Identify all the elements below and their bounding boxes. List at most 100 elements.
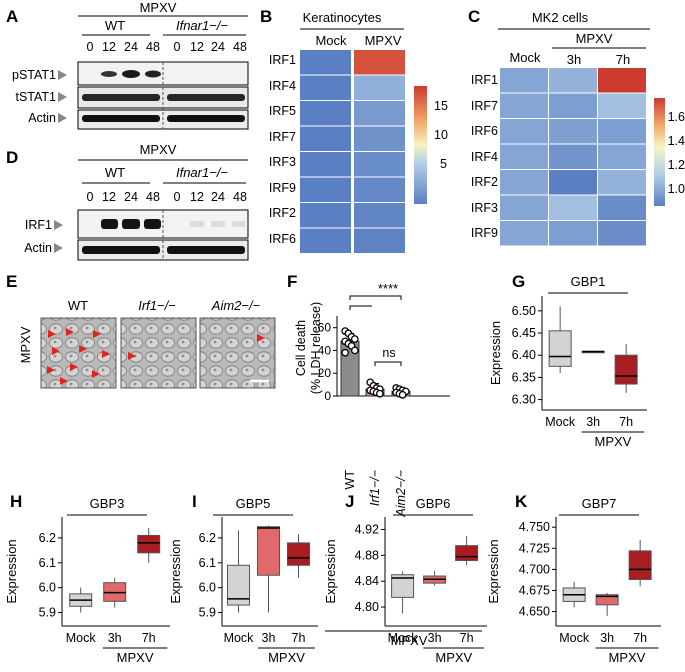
panel-letter: C [468,7,480,26]
heatmap-cell [500,170,548,195]
group-label: MPXV [391,633,428,648]
y-tick-label: 20 [318,366,332,380]
time-label: 12 [190,190,204,204]
y-tick-label: 5.9 [199,606,216,620]
arrow-icon [58,113,67,123]
arrowhead-icon [102,350,110,358]
box [455,545,479,562]
panel-letter: J [345,492,354,511]
side-label: MPXV [18,326,33,363]
heatmap-title: Keratinocytes [303,10,382,25]
y-tick-label: 6.1 [199,556,216,570]
significance-label: **** [378,281,398,296]
x-tick-label: 7h [292,631,306,645]
group-label-wt: WT [105,18,125,33]
x-tick-label: Mock [559,631,590,645]
significance-bracket [374,361,402,366]
heatmap-cells [300,50,405,253]
colorbar-tick: 5 [440,157,447,171]
y-tick-label: 4.675 [519,583,550,597]
heatmap-cell [500,144,548,169]
heatmap-row-label: IRF6 [471,124,498,138]
colorbar-tick: 1.4 [668,134,685,148]
box [628,550,652,581]
panel-letter: G [512,272,525,291]
blot-band [211,221,225,227]
heatmap-cell [598,93,646,118]
y-axis-label: Expression [4,539,19,603]
y-tick-label: 4.750 [519,520,550,534]
colorbar-tick: 1.2 [668,158,685,172]
heatmap-row-label: IRF7 [471,99,498,113]
time-label: 48 [233,40,247,54]
arrow-icon [54,220,63,230]
arrowhead-icon [66,328,74,336]
colorbar [654,98,665,206]
blot-band [122,219,140,229]
box [595,594,619,606]
panel-g: G GBP1 6.50 6.45 6.40 6.35 6.30 Expression Mock 3… [488,272,647,449]
panel-i: I GBP5 6.2 6.1 6.0 5.9 Expression Mock 3h 7h MPXV [168,492,318,665]
colorbar-tick: 1.6 [668,110,685,124]
box [227,564,250,606]
heatmap-row-label: IRF2 [471,175,498,189]
y-tick-label: 4.80 [355,600,379,614]
y-tick-label: 6.0 [39,581,56,595]
heatmap-cell [500,195,548,220]
heatmap-cell [300,228,351,253]
heatmap-col-label: 3h [567,52,581,67]
y-tick-label: 6.0 [199,581,216,595]
arrowhead-icon [128,352,136,360]
box [257,526,280,576]
x-tick-label: 3h [600,631,614,645]
y-tick-label: 4.84 [355,574,379,588]
blot-band [167,246,245,254]
heatmap-row-label: IRF5 [269,104,296,118]
y-tick-label: 6.35 [512,370,536,384]
heatmap-row-label: IRF7 [269,130,296,144]
panel-letter: I [192,492,197,511]
heatmap-cell [500,93,548,118]
heatmap-cell [549,221,597,246]
arrowhead-icon [79,345,87,353]
significance-bracket [349,295,402,300]
arrow-icon [58,70,67,80]
y-tick-label: 6.40 [512,348,536,362]
heatmap-cell [549,93,597,118]
heatmap-row-label: IRF2 [269,206,296,220]
x-tick-label: Mock [224,631,255,645]
significance-label: ns [382,346,395,360]
arrow-icon [58,92,67,102]
heatmap-title: MK2 cells [532,10,589,25]
heatmap-cell [300,152,351,177]
arrowhead-icon [92,370,100,378]
chart-title: GBP1 [571,274,606,289]
y-tick-label: 0 [324,389,331,403]
micrograph [120,317,197,389]
panel-letter: D [6,148,18,167]
heatmap-row-label: IRF1 [269,53,296,67]
x-tick-label: 3h [586,415,600,429]
y-axis-label: Expression [486,539,501,603]
blot-row-label: IRF1 [25,218,52,232]
heatmap-row-label: IRF9 [471,226,498,240]
box [137,534,161,554]
box [614,354,638,385]
panel-f: F Cell death (% LDH release) 0 20 40 60 WT Ir… [287,272,482,648]
group-label: MPXV [435,650,472,665]
blot-band [145,70,161,78]
heatmap-col-label: 7h [616,52,630,67]
panel-letter: B [260,7,272,26]
heatmap-cell [549,195,597,220]
heatmap-cell [549,144,597,169]
heatmap-cell [598,221,646,246]
x-tick-label: 7h [142,631,156,645]
heatmap-cell [354,126,405,151]
x-tick-label: 3h [428,631,442,645]
heatmap-cell [300,126,351,151]
y-tick-label: 4.92 [355,522,379,536]
heatmap-col-label: Mock [315,33,347,48]
heatmap-cell [354,101,405,126]
arrowhead-icon [257,334,265,342]
box [391,574,415,598]
